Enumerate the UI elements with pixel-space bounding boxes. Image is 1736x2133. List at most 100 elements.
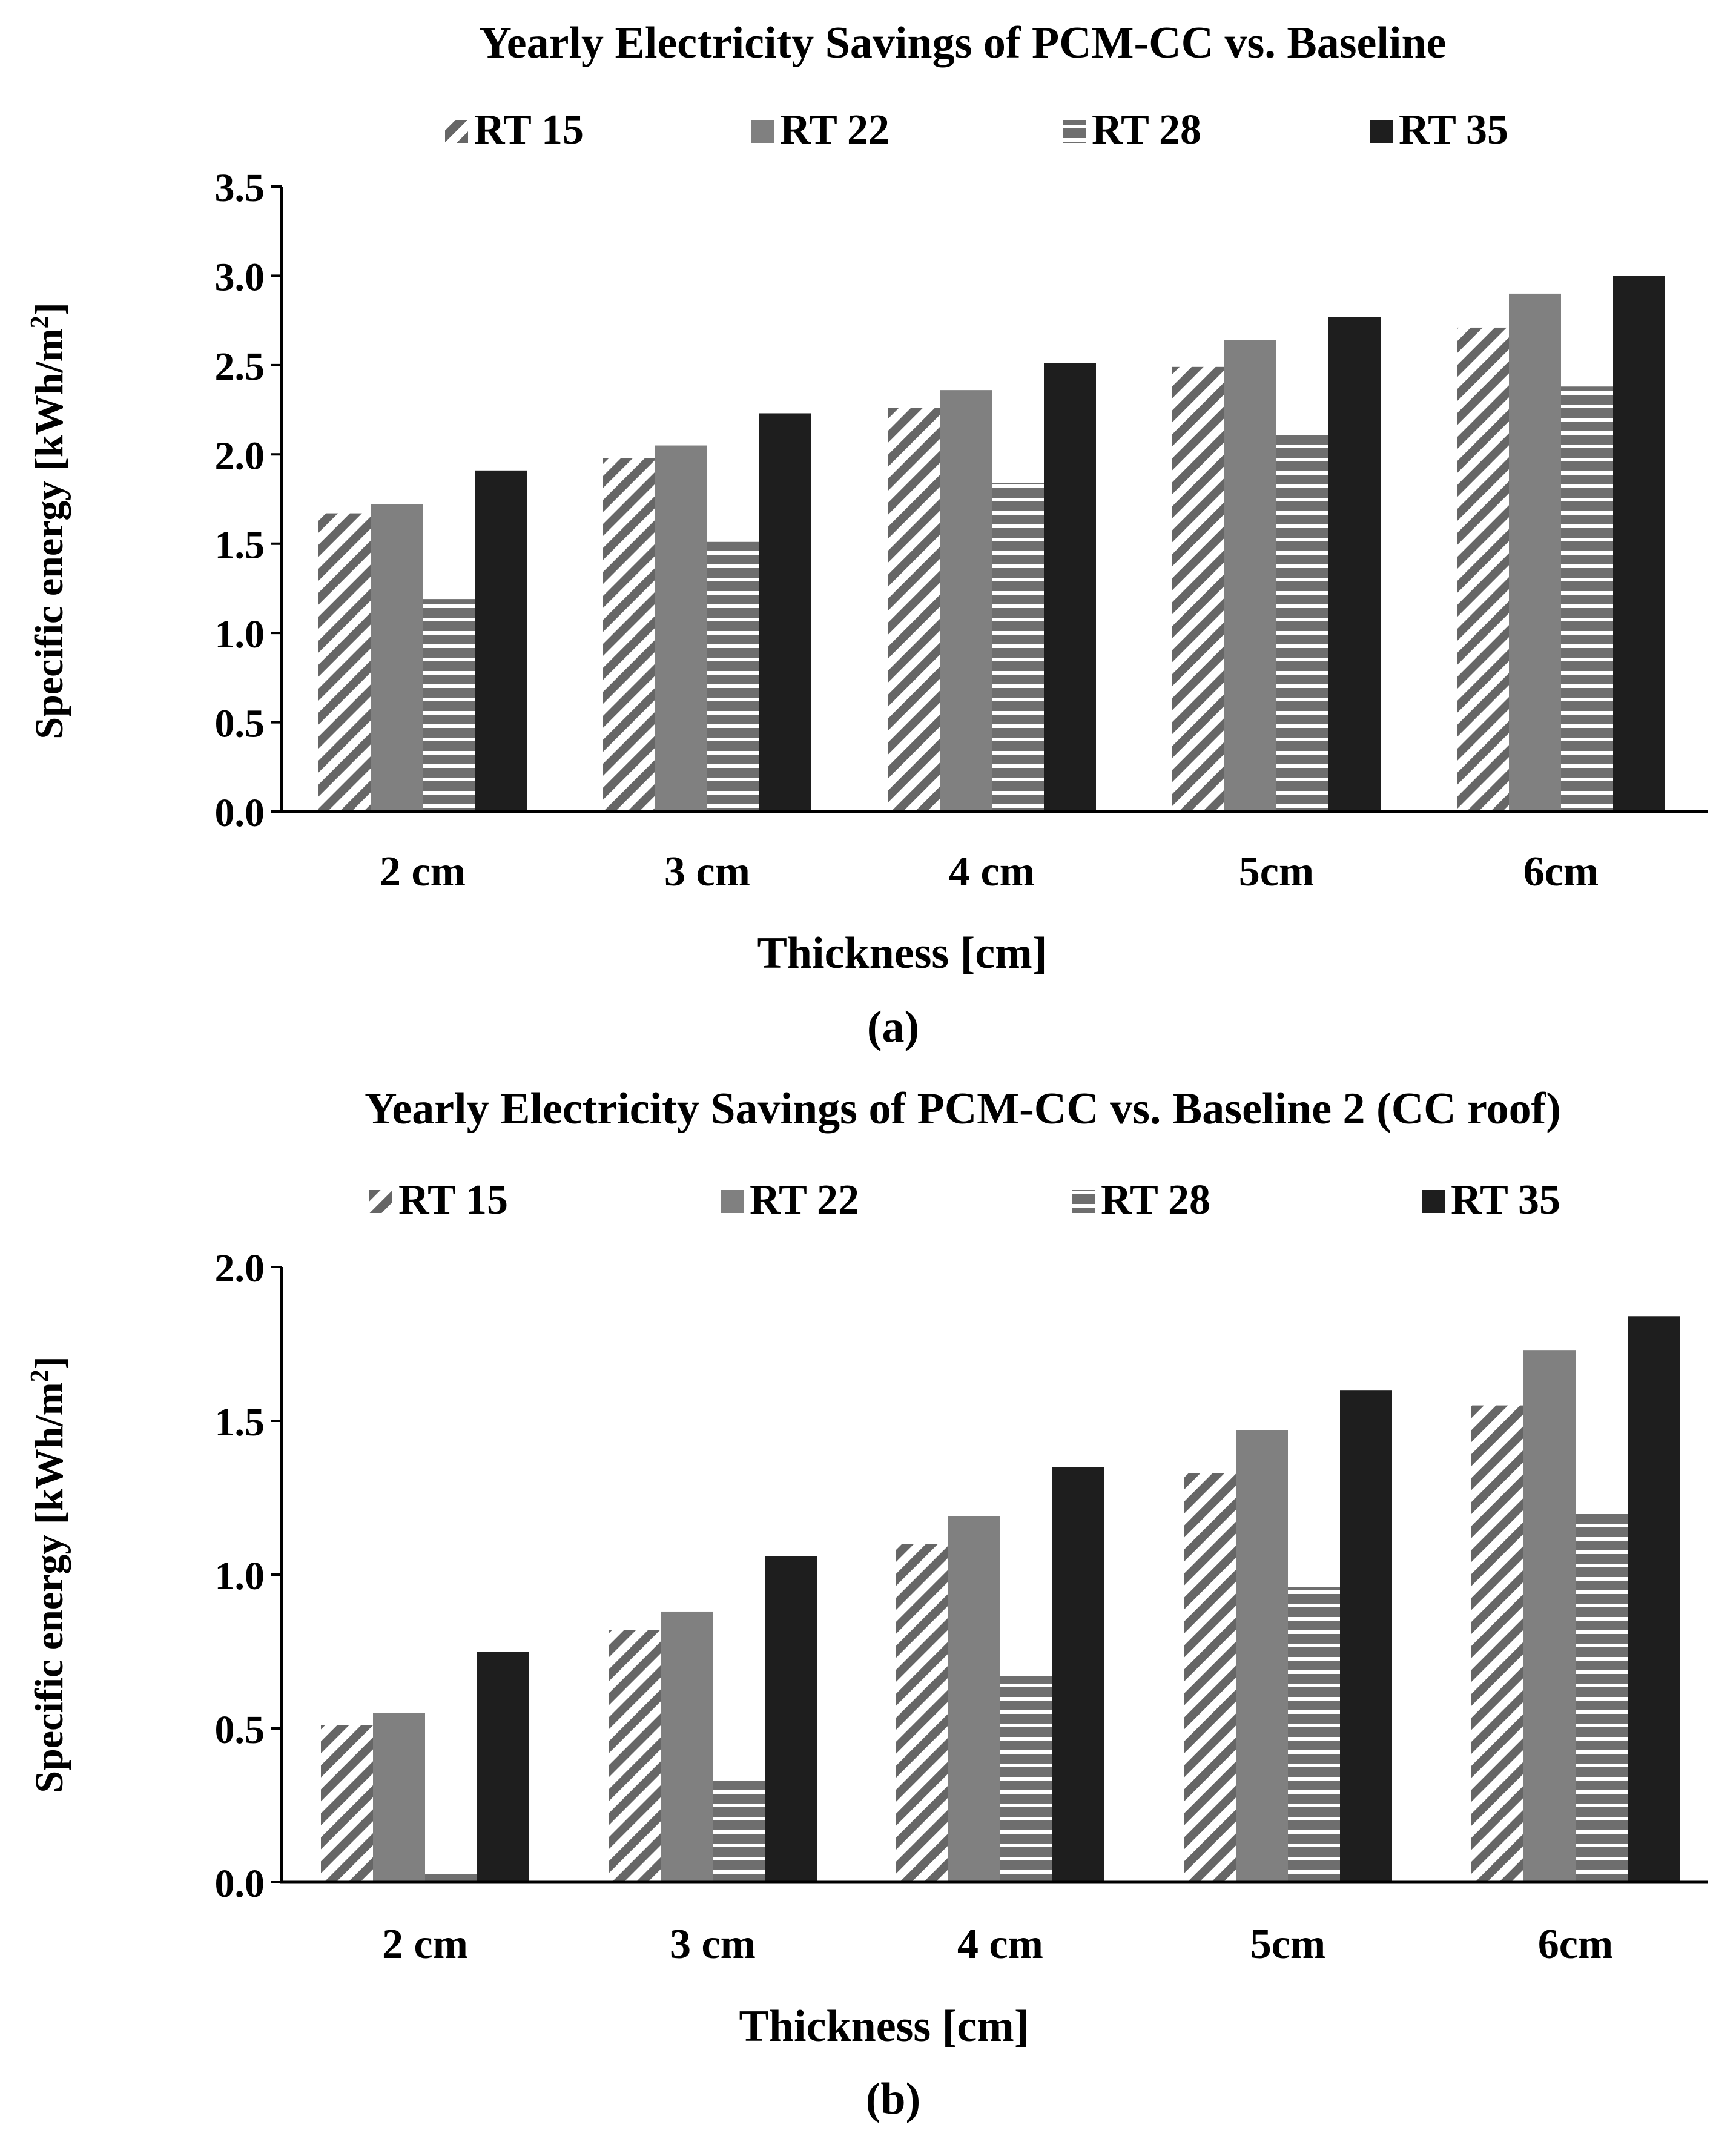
x-tick-label: 4 cm bbox=[949, 848, 1035, 895]
bar-rt28-4cm bbox=[1000, 1676, 1052, 1882]
y-axis-ticks: 0.0 0.5 1.0 1.5 2.0 bbox=[215, 1246, 282, 1906]
y-tick-label: 0.0 bbox=[215, 1862, 265, 1906]
legend-label-rt15: RT 15 bbox=[474, 107, 584, 153]
chart-panel-b: Yearly Electricity Savings of PCM-CC vs.… bbox=[26, 1084, 1708, 2124]
y-tick-label: 1.0 bbox=[215, 1554, 265, 1598]
legend-item-rt22: RT 22 bbox=[721, 1177, 859, 1223]
legend-swatch-rt28 bbox=[1063, 120, 1086, 143]
bar-rt35-4cm bbox=[1052, 1467, 1104, 1882]
legend-swatch-rt22 bbox=[751, 120, 774, 143]
x-tick-label: 2 cm bbox=[382, 1921, 468, 1968]
bar-rt22-2cm bbox=[373, 1713, 425, 1882]
legend-label-rt28: RT 28 bbox=[1101, 1177, 1210, 1223]
y-tick-label: 0.5 bbox=[215, 702, 265, 746]
y-tick-label: 2.0 bbox=[215, 434, 265, 478]
y-axis-title-sup: 2 bbox=[26, 1369, 54, 1382]
legend-swatch-rt22 bbox=[721, 1190, 744, 1213]
bar-rt15-5cm bbox=[1184, 1473, 1236, 1882]
x-tick-label: 5cm bbox=[1250, 1921, 1325, 1968]
y-axis-title: Specific energy [kWh/m2] bbox=[26, 302, 71, 739]
bar-rt22-3cm bbox=[655, 445, 707, 812]
legend: RT 15 RT 22 RT 28 RT 35 bbox=[369, 1177, 1560, 1223]
bar-rt35-3cm bbox=[765, 1556, 817, 1882]
bar-rt22-4cm bbox=[940, 390, 992, 812]
bar-rt15-6cm bbox=[1471, 1405, 1523, 1882]
x-axis-title: Thickness [cm] bbox=[757, 928, 1048, 978]
legend-item-rt35: RT 35 bbox=[1370, 107, 1508, 153]
bar-rt28-3cm bbox=[707, 541, 759, 812]
legend: RT 15 RT 22 RT 28 RT 35 bbox=[445, 107, 1508, 153]
x-tick-label: 4 cm bbox=[957, 1921, 1043, 1968]
legend-item-rt28: RT 28 bbox=[1063, 107, 1201, 153]
x-axis-ticks: 2 cm 3 cm 4 cm 5cm 6cm bbox=[382, 1921, 1613, 1968]
bar-rt28-2cm bbox=[423, 599, 475, 812]
bar-rt22-6cm bbox=[1509, 293, 1561, 812]
legend-label-rt35: RT 35 bbox=[1399, 107, 1508, 153]
bar-rt35-5cm bbox=[1328, 317, 1381, 812]
y-tick-label: 0.0 bbox=[215, 791, 265, 835]
x-tick-label: 2 cm bbox=[380, 848, 466, 895]
x-tick-label: 5cm bbox=[1239, 848, 1314, 895]
bar-rt28-6cm bbox=[1561, 386, 1613, 812]
legend-item-rt35: RT 35 bbox=[1422, 1177, 1560, 1223]
bar-rt35-6cm bbox=[1628, 1316, 1680, 1882]
legend-item-rt15: RT 15 bbox=[369, 1177, 508, 1223]
panel-caption: (b) bbox=[866, 2074, 920, 2124]
y-tick-label: 1.5 bbox=[215, 1400, 265, 1444]
bar-rt22-4cm bbox=[948, 1516, 1000, 1882]
x-tick-label: 6cm bbox=[1523, 848, 1599, 895]
bar-rt28-2cm bbox=[425, 1873, 477, 1882]
legend-label-rt28: RT 28 bbox=[1092, 107, 1201, 153]
legend-swatch-rt15 bbox=[369, 1190, 392, 1213]
x-axis-title: Thickness [cm] bbox=[739, 2002, 1029, 2051]
legend-item-rt28: RT 28 bbox=[1072, 1177, 1210, 1223]
legend-swatch-rt35 bbox=[1422, 1190, 1445, 1213]
legend-label-rt15: RT 15 bbox=[398, 1177, 508, 1223]
y-axis-ticks: 0.0 0.5 1.0 1.5 2.0 2.5 3.0 3.5 bbox=[215, 166, 282, 835]
bar-rt35-4cm bbox=[1044, 363, 1096, 812]
legend-swatch-rt35 bbox=[1370, 120, 1393, 143]
bars bbox=[321, 1316, 1680, 1882]
bar-rt15-2cm bbox=[318, 513, 371, 812]
legend-swatch-rt15 bbox=[445, 120, 468, 143]
y-tick-label: 2.0 bbox=[215, 1246, 265, 1291]
bar-rt35-6cm bbox=[1613, 276, 1665, 812]
bar-rt22-2cm bbox=[371, 504, 423, 812]
bar-rt28-5cm bbox=[1288, 1587, 1340, 1882]
y-axis-title-close: ] bbox=[27, 1356, 71, 1369]
bars bbox=[318, 276, 1665, 812]
bar-rt22-6cm bbox=[1523, 1350, 1576, 1882]
bar-rt15-4cm bbox=[896, 1544, 948, 1882]
bar-rt35-5cm bbox=[1340, 1390, 1392, 1882]
y-tick-label: 2.5 bbox=[215, 345, 265, 389]
bar-rt15-3cm bbox=[609, 1630, 661, 1882]
bar-rt15-6cm bbox=[1457, 327, 1509, 812]
chart-title: Yearly Electricity Savings of PCM-CC vs.… bbox=[365, 1084, 1561, 1134]
x-tick-label: 6cm bbox=[1538, 1921, 1613, 1968]
bar-rt22-5cm bbox=[1236, 1430, 1288, 1882]
y-tick-label: 3.5 bbox=[215, 166, 265, 210]
x-axis-ticks: 2 cm 3 cm 4 cm 5cm 6cm bbox=[380, 848, 1599, 895]
panel-caption: (a) bbox=[867, 1002, 919, 1052]
y-axis-title-text: Specific energy [kWh/m bbox=[27, 1382, 71, 1793]
bar-rt28-3cm bbox=[713, 1778, 765, 1882]
bar-rt28-5cm bbox=[1276, 432, 1328, 812]
bar-rt35-3cm bbox=[759, 413, 811, 812]
legend-swatch-rt28 bbox=[1072, 1190, 1095, 1213]
y-axis-title: Specific energy [kWh/m2] bbox=[26, 1356, 71, 1793]
y-axis-title-close: ] bbox=[27, 302, 71, 316]
chart-title: Yearly Electricity Savings of PCM-CC vs.… bbox=[480, 18, 1447, 68]
bar-rt15-5cm bbox=[1172, 366, 1224, 812]
y-axis-title-text: Specific energy [kWh/m bbox=[27, 328, 71, 739]
y-tick-label: 1.0 bbox=[215, 612, 265, 656]
y-tick-label: 0.5 bbox=[215, 1708, 265, 1752]
y-tick-label: 3.0 bbox=[215, 255, 265, 299]
bar-rt28-6cm bbox=[1576, 1510, 1628, 1882]
y-tick-label: 1.5 bbox=[215, 523, 265, 567]
x-tick-label: 3 cm bbox=[670, 1921, 756, 1968]
bar-rt35-2cm bbox=[477, 1652, 529, 1882]
x-tick-label: 3 cm bbox=[664, 848, 750, 895]
chart-panel-a: Yearly Electricity Savings of PCM-CC vs.… bbox=[26, 18, 1708, 1052]
bar-rt15-4cm bbox=[888, 408, 940, 812]
